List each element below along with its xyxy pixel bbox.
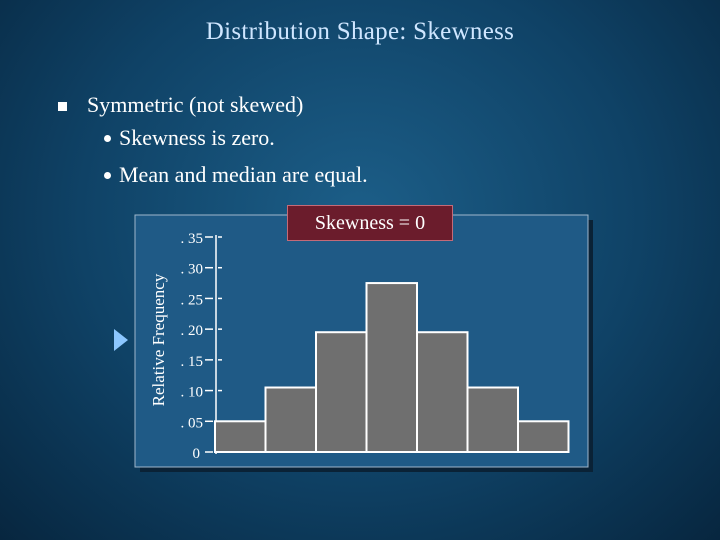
sub-bullet-mean-median: Mean and median are equal. [104,162,368,188]
sub-bullet-skewness: Skewness is zero. [104,125,275,151]
bar [315,331,368,454]
square-bullet-icon [58,101,67,111]
y-tick-label: . 35 [181,231,204,247]
bar [466,386,519,453]
y-tick-label: 0 [193,446,201,462]
dot-bullet-icon [104,171,111,179]
y-tick-label: . 30 [181,262,204,278]
sub-bullet-text: Mean and median are equal. [119,162,368,187]
dot-bullet-icon [104,134,111,142]
y-tick-label: . 25 [181,292,204,308]
bar [416,331,469,454]
slide-title: Distribution Shape: Skewness [205,18,515,45]
bar [264,386,317,453]
triangle-pointer-icon [114,329,128,351]
bullet-symmetric: Symmetric (not skewed) [58,92,303,118]
bar [365,282,418,454]
y-tick-label: . 20 [181,323,204,339]
sub-bullet-text: Skewness is zero. [119,125,275,150]
y-tick-label: . 15 [181,354,204,370]
bar [214,420,267,453]
bar [517,420,570,453]
y-tick-label: . 05 [181,415,204,431]
bullet-text: Symmetric (not skewed) [87,92,304,117]
y-axis-label-text: Relative Frequency [149,273,168,407]
skewness-badge: Skewness = 0 [287,205,453,241]
y-tick-label: . 10 [181,385,204,401]
